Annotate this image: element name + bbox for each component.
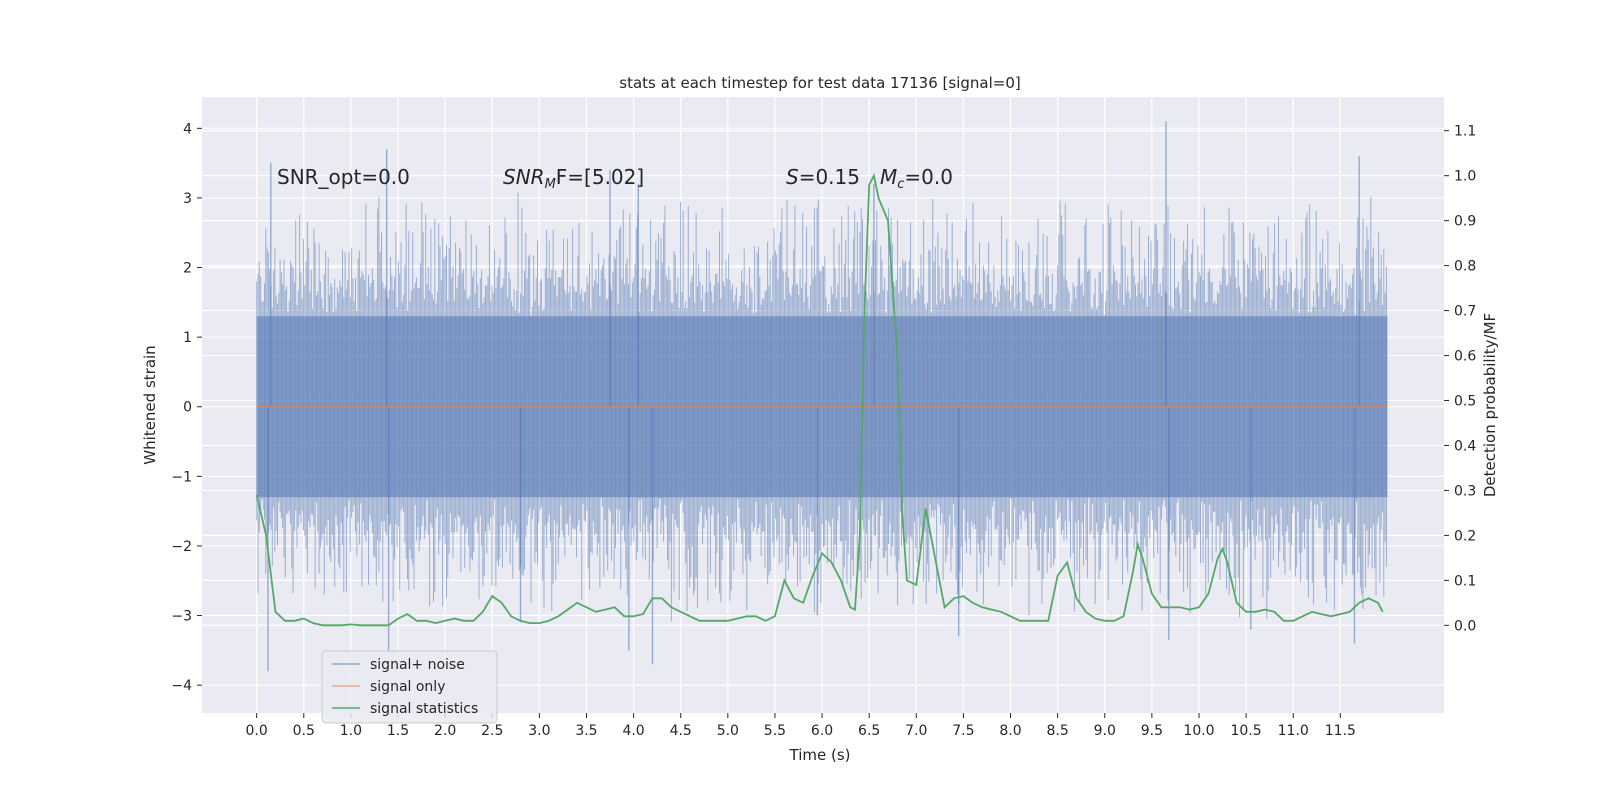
y2-tick-label-8: 0.8: [1454, 259, 1476, 275]
x-tick-label-2: 1.0: [340, 723, 362, 739]
y-tick-label-7: 3: [183, 191, 192, 207]
annotation-snr-mf-sub: M: [545, 177, 556, 192]
x-tick-label-8: 4.0: [622, 723, 644, 739]
x-tick-label-22: 11.0: [1278, 723, 1309, 739]
x-tick-label-18: 9.0: [1094, 723, 1116, 739]
annotation-snr-mf-rest: F=[5.02]: [556, 165, 644, 189]
annotation-snr-opt: SNR_opt=0.0: [277, 165, 410, 189]
x-tick-label-19: 9.5: [1141, 723, 1163, 739]
annotation-mc-rest: =0.0: [904, 165, 953, 189]
y-tick-label-1: −3: [171, 609, 192, 625]
x-tick-label-14: 7.0: [905, 723, 927, 739]
x-axis-label: Time (s): [789, 746, 851, 764]
x-tick-label-3: 1.5: [387, 723, 409, 739]
signal-statistics-line: [255, 173, 1384, 627]
x-axis: 0.0 0.5 1.0 1.5 2.0 2.5 3.0 3.5 4.0 4.5 5.0 5.5 6.0 6…: [246, 713, 1356, 739]
y2-tick-label-6: 0.6: [1454, 349, 1476, 365]
annotation-s: S=0.15: [786, 165, 860, 189]
y2-tick-label-3: 0.3: [1454, 483, 1476, 499]
y2-tick-label-10: 1.0: [1454, 169, 1476, 185]
annotation-mc: Mc=0.0: [880, 165, 953, 192]
y2-axis-label: Detection probability/MF: [1481, 313, 1499, 497]
legend-label-signal: signal only: [370, 679, 445, 695]
x-tick-label-1: 0.5: [293, 723, 315, 739]
x-tick-label-10: 5.0: [717, 723, 739, 739]
x-tick-label-21: 10.5: [1231, 723, 1262, 739]
y-tick-label-8: 4: [183, 121, 192, 137]
x-tick-label-0: 0.0: [246, 723, 268, 739]
y2-tick-label-4: 0.4: [1454, 438, 1476, 454]
legend-label-noise: signal+ noise: [370, 657, 465, 673]
legend-box: [321, 650, 498, 724]
x-tick-label-12: 6.0: [811, 723, 833, 739]
y-tick-label-6: 2: [183, 261, 192, 277]
y2-tick-label-5: 0.5: [1454, 394, 1476, 410]
y-axis-label: Whitened strain: [141, 345, 159, 464]
legend-label-stats: signal statistics: [370, 701, 478, 717]
y-axis-left: −4 −3 −2 −1 0 1 2 3 4: [171, 121, 202, 694]
x-tick-label-13: 6.5: [858, 723, 880, 739]
x-tick-label-23: 11.5: [1325, 723, 1356, 739]
y-tick-label-0: −4: [171, 678, 192, 694]
annotation-snr-mf: SNRMF=[5.02]: [503, 165, 644, 192]
y-tick-label-3: −1: [171, 469, 192, 485]
x-tick-label-11: 5.5: [764, 723, 786, 739]
x-tick-label-5: 2.5: [481, 723, 503, 739]
legend: signal+ noise signal only signal statist…: [321, 650, 498, 724]
x-tick-label-20: 10.0: [1183, 723, 1214, 739]
y2-tick-label-2: 0.2: [1454, 528, 1476, 544]
y-axis-right: 0.0 0.1 0.2 0.3 0.4 0.5 0.6 0.7 0.8 0.9 1.0 1.1: [1444, 124, 1476, 634]
annotation-mc-main: M: [880, 165, 897, 189]
x-tick-label-15: 7.5: [952, 723, 974, 739]
x-tick-label-6: 3.0: [528, 723, 550, 739]
y-tick-label-2: −2: [171, 539, 192, 555]
x-tick-label-9: 4.5: [670, 723, 692, 739]
noise-spikes: [256, 192, 1387, 622]
y-tick-label-5: 1: [183, 330, 192, 346]
y2-tick-label-1: 0.1: [1454, 573, 1476, 589]
annotation-mc-sub: c: [897, 177, 904, 192]
chart-title: stats at each timestep for test data 171…: [619, 74, 1020, 92]
signal-statistics-series: [255, 173, 1384, 627]
x-tick-label-4: 2.0: [434, 723, 456, 739]
x-tick-label-7: 3.5: [575, 723, 597, 739]
y2-tick-label-7: 0.7: [1454, 304, 1476, 320]
y2-tick-label-9: 0.9: [1454, 214, 1476, 230]
annotation-s-main: S: [786, 165, 799, 189]
x-tick-label-17: 8.5: [1047, 723, 1069, 739]
y2-tick-label-0: 0.0: [1454, 618, 1476, 634]
annotation-snr-mf-main: SNR: [503, 165, 545, 189]
y2-tick-label-11: 1.1: [1454, 124, 1476, 140]
y-tick-label-4: 0: [183, 400, 192, 416]
x-tick-label-16: 8.0: [999, 723, 1021, 739]
annotation-s-rest: =0.15: [799, 165, 860, 189]
